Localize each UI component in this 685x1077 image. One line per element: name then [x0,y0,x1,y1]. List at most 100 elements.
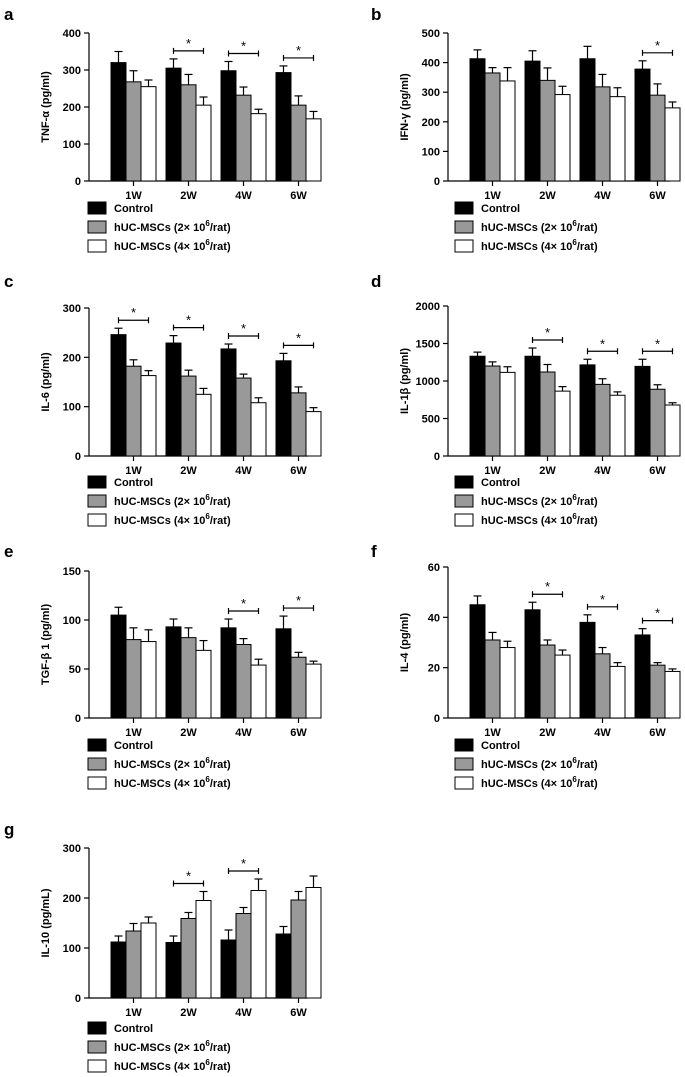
panel-letter: d [371,272,381,291]
bar [579,58,596,182]
bar [305,411,322,457]
panel-g: g 0 100 200 300 IL-10 (pg/mL) 1W 2W * 4W * 6W Contro… [4,820,322,1073]
legend-label: hUC-MSCs (4× 106/rat) [481,775,598,790]
significance-marker: * [296,43,301,58]
x-tick-label: 2W [180,465,197,477]
significance-marker: * [241,38,246,53]
bar [140,641,157,719]
panel-letter: e [4,542,13,561]
panel-letter: b [371,5,381,24]
x-tick-label: 1W [484,727,501,739]
bar [180,375,197,457]
bar [195,104,212,182]
x-tick-label: 6W [290,1007,307,1019]
legend-label: hUC-MSCs (2× 106/rat) [114,1039,231,1054]
legend-swatch [87,738,107,752]
y-axis-label: IL-1β (pg/ml) [399,348,411,414]
legend-label: Control [481,477,520,489]
bar [195,900,212,999]
x-tick-label: 4W [235,190,252,202]
bar [110,334,127,457]
x-tick-label: 1W [125,190,142,202]
bar [275,360,292,457]
bar [140,86,157,182]
x-tick-label: 6W [649,727,666,739]
bar [195,393,212,457]
x-tick-label: 4W [594,727,611,739]
bar [305,118,322,182]
y-tick-label: 2000 [416,301,440,313]
y-tick-label: 50 [69,664,81,676]
legend-swatch [454,494,474,508]
y-tick-label: 100 [422,146,440,158]
bar [649,388,666,457]
bar [594,383,611,457]
legend-label: Control [481,740,520,752]
bar [524,60,541,182]
y-tick-label: 100 [63,402,81,414]
significance-marker: * [241,321,246,336]
legend-label: hUC-MSCs (4× 106/rat) [114,1058,231,1073]
legend-label: hUC-MSCs (2× 106/rat) [114,756,231,771]
bar [235,377,252,457]
panel-c: c 0 100 200 300 IL-6 (pg/ml) 1W * 2W * 4W * 6W * Contr… [4,272,322,527]
bar [524,609,541,719]
panel-letter: c [4,272,13,291]
panel-a: a 0 100 200 300 400 TNF-α (pg/ml) 1W 2W * 4W * 6W * Co… [4,5,322,253]
bar [180,84,197,182]
y-tick-label: 300 [63,65,81,77]
panel-f: f 0 20 40 60 IL-4 (pg/ml) 1W 2W * 4W * 6W * Control hU… [371,542,681,790]
bar [125,639,142,719]
bar [579,621,596,719]
legend-label: hUC-MSCs (2× 106/rat) [114,219,231,234]
bar [594,653,611,719]
bar [594,86,611,182]
y-tick-label: 400 [422,58,440,70]
legend-swatch [454,513,474,527]
bar [110,62,127,182]
bar [220,348,237,457]
bar [554,94,571,182]
significance-marker: * [600,592,605,607]
significance-marker: * [296,593,301,608]
y-tick-label: 500 [422,414,440,426]
bar [250,402,267,457]
bar [125,365,142,457]
bar [220,939,237,999]
legend-label: hUC-MSCs (2× 106/rat) [114,493,231,508]
bar [290,899,307,999]
legend-label: Control [114,477,153,489]
x-tick-label: 1W [125,465,142,477]
significance-marker: * [296,330,301,345]
legend-label: hUC-MSCs (4× 106/rat) [481,512,598,527]
panel-b: b 0 100 200 300 400 500 IFN-γ (pg/ml) 1W 2W 4W 6W * C… [371,5,681,253]
x-tick-label: 1W [484,190,501,202]
significance-marker: * [241,856,246,871]
legend-swatch [87,494,107,508]
panel-e: e 0 50 100 150 TGF-β 1 (pg/ml) 1W 2W 4W * 6W * Contr… [4,542,322,790]
x-tick-label: 2W [180,190,197,202]
bar [664,107,681,182]
bar [250,113,267,182]
bar [275,628,292,719]
y-tick-label: 300 [422,87,440,99]
y-tick-label: 100 [63,943,81,955]
legend-swatch [454,776,474,790]
legend-label: Control [114,203,153,215]
bar [469,58,486,182]
panel-d: d 0 500 1000 1500 2000 IL-1β (pg/ml) 1W 2W * 4W * 6W… [371,272,681,527]
bar [634,634,651,719]
bar [290,392,307,457]
x-tick-label: 6W [290,727,307,739]
bar [484,639,501,719]
legend-label: hUC-MSCs (2× 106/rat) [481,219,598,234]
x-tick-label: 2W [539,190,556,202]
legend-swatch [454,239,474,253]
bar [499,80,516,182]
legend-label: Control [114,740,153,752]
significance-marker: * [545,579,550,594]
bar [235,94,252,182]
bar [165,626,182,719]
bar [469,355,486,457]
bar [220,70,237,182]
